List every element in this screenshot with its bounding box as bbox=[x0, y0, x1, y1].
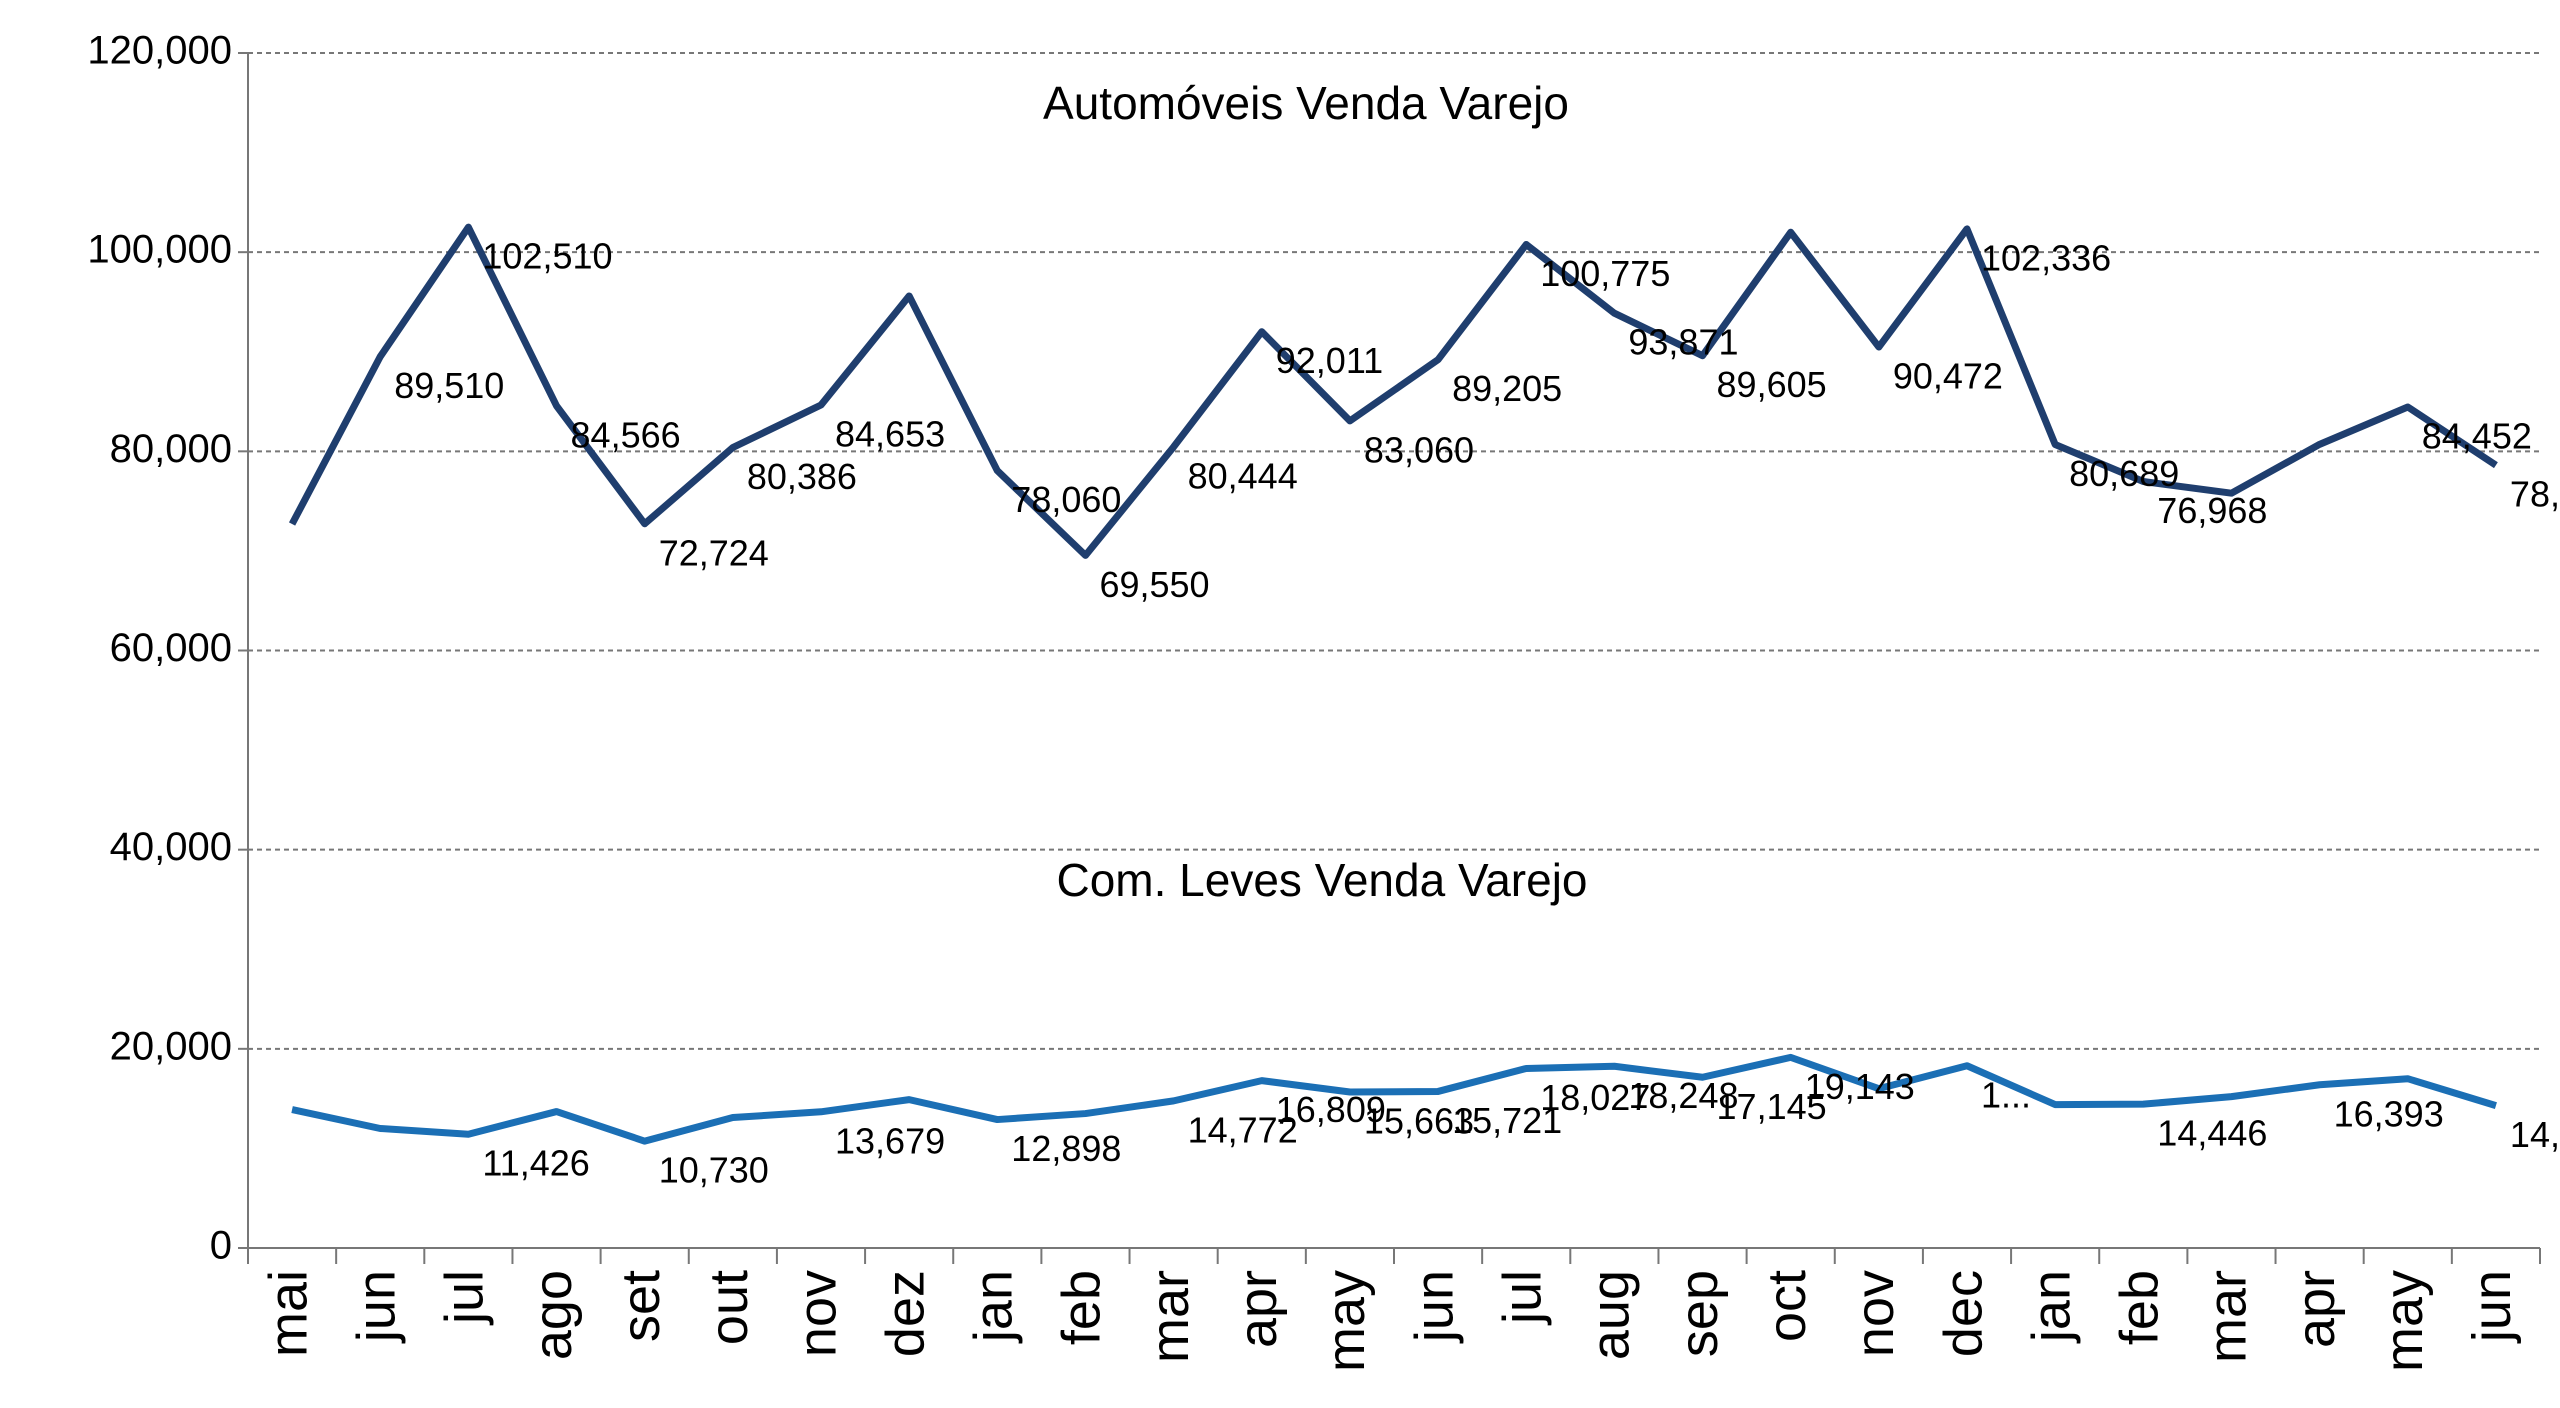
x-tick-label: set bbox=[611, 1270, 671, 1342]
data-label: 102,336 bbox=[1981, 237, 2111, 278]
data-label: 14,772 bbox=[1188, 1109, 1298, 1150]
data-label: 12,898 bbox=[1011, 1128, 1121, 1169]
data-label: 15,721 bbox=[1452, 1100, 1562, 1141]
y-tick-label: 80,000 bbox=[110, 427, 232, 471]
x-tick-label: nov bbox=[787, 1270, 847, 1357]
data-label: 10,730 bbox=[659, 1150, 769, 1191]
x-tick-label: aug bbox=[1581, 1270, 1641, 1360]
data-label: 16,393 bbox=[2334, 1093, 2444, 1134]
x-tick-label: jul bbox=[435, 1270, 495, 1326]
data-label: 69,550 bbox=[1099, 564, 1209, 605]
data-label: 15,663 bbox=[1364, 1101, 1474, 1142]
x-tick-label: jun bbox=[1404, 1270, 1464, 1344]
x-tick-label: apr bbox=[2286, 1270, 2346, 1348]
data-label: 11,426 bbox=[482, 1143, 589, 1184]
data-label: 80,386 bbox=[747, 456, 857, 497]
data-label: 89,510 bbox=[394, 365, 504, 406]
y-tick-label: 60,000 bbox=[110, 626, 232, 670]
data-label: 72,724 bbox=[659, 532, 769, 573]
data-label: 102,510 bbox=[482, 236, 612, 277]
data-label: 80,689 bbox=[2069, 453, 2179, 494]
line bbox=[291, 1053, 2497, 1145]
x-tick-label: mai bbox=[258, 1270, 318, 1357]
x-tick-label: jul bbox=[1492, 1270, 1552, 1326]
x-tick-label: dez bbox=[875, 1270, 935, 1357]
x-tick-label: may bbox=[2374, 1270, 2434, 1372]
data-label: 14,297 bbox=[2510, 1114, 2560, 1155]
data-label: 89,605 bbox=[1717, 364, 1827, 405]
series-name: Automóveis Venda Varejo bbox=[1043, 77, 1569, 129]
x-tick-label: mar bbox=[2198, 1270, 2258, 1363]
data-label: 18,248 bbox=[1628, 1075, 1738, 1116]
data-label: 78,060 bbox=[1011, 479, 1121, 520]
data-label: 80,444 bbox=[1188, 455, 1298, 496]
line bbox=[288, 223, 2498, 559]
x-tick-label: dec bbox=[1933, 1270, 1993, 1357]
data-label: 89,205 bbox=[1452, 368, 1562, 409]
data-label: 84,653 bbox=[835, 414, 945, 455]
x-tick-label: out bbox=[699, 1270, 759, 1345]
data-label: 16,809 bbox=[1276, 1089, 1386, 1130]
data-label: 84,452 bbox=[2422, 416, 2532, 457]
data-label: 14,446 bbox=[2157, 1113, 2267, 1154]
x-tick-label: oct bbox=[1757, 1270, 1817, 1342]
y-tick-label: 100,000 bbox=[87, 228, 232, 272]
y-tick-label: 40,000 bbox=[110, 825, 232, 869]
data-label: 13,679 bbox=[835, 1120, 945, 1161]
x-tick-label: ago bbox=[523, 1270, 583, 1360]
x-tick-label: jan bbox=[964, 1270, 1024, 1344]
y-tick-label: 20,000 bbox=[110, 1024, 232, 1068]
data-label: 84,566 bbox=[571, 414, 681, 455]
x-tick-label: mar bbox=[1140, 1270, 1200, 1363]
y-tick-label: 120,000 bbox=[87, 29, 232, 73]
x-tick-label: jun bbox=[2462, 1270, 2522, 1344]
x-tick-label: feb bbox=[1052, 1270, 1112, 1345]
data-label: 78,609 bbox=[2510, 474, 2560, 515]
data-label: 92,011 bbox=[1276, 340, 1383, 381]
data-label: 90,472 bbox=[1893, 356, 2003, 397]
x-tick-label: nov bbox=[1845, 1270, 1905, 1357]
x-tick-label: apr bbox=[1228, 1270, 1288, 1348]
x-tick-label: sep bbox=[1669, 1270, 1729, 1357]
data-label: 1... bbox=[1981, 1074, 2031, 1115]
x-tick-label: jan bbox=[2021, 1270, 2081, 1344]
y-tick-label: 0 bbox=[210, 1224, 232, 1268]
data-label: 83,060 bbox=[1364, 429, 1474, 470]
data-label: 18,027 bbox=[1540, 1077, 1650, 1118]
data-label: 93,871 bbox=[1628, 322, 1738, 363]
x-tick-label: feb bbox=[2110, 1270, 2170, 1345]
x-tick-label: jun bbox=[346, 1270, 406, 1344]
x-tick-label: may bbox=[1316, 1270, 1376, 1372]
series-name: Com. Leves Venda Varejo bbox=[1056, 854, 1587, 906]
data-label: 100,775 bbox=[1540, 253, 1670, 294]
data-label: 17,145 bbox=[1717, 1086, 1827, 1127]
data-label: 19,143 bbox=[1805, 1066, 1915, 1107]
data-label: 76,968 bbox=[2157, 490, 2267, 531]
